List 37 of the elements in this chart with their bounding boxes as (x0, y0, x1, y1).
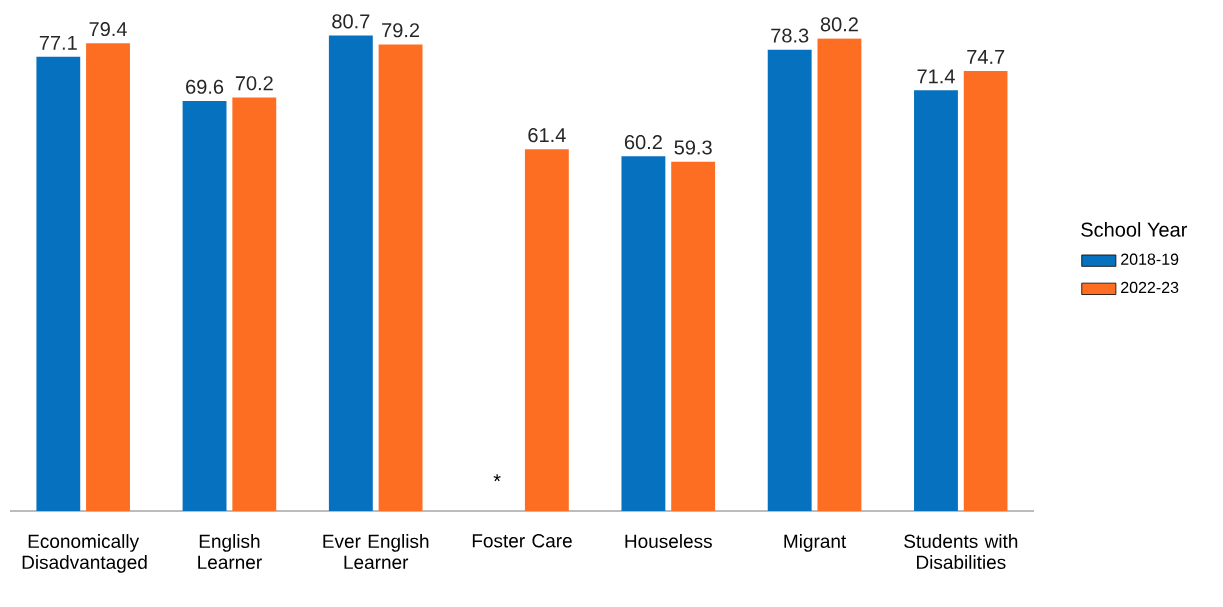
data-label: 60.2 (624, 135, 662, 150)
x-tick-label: Ever English Learner (323, 534, 429, 570)
bar (182, 100, 227, 511)
legend-label: 2022-23 (1121, 281, 1179, 294)
bar (86, 43, 130, 511)
data-label: 71.4 (917, 69, 955, 84)
data-label: 80.2 (820, 17, 858, 32)
bar (36, 56, 81, 511)
text: * (493, 474, 501, 482)
bar (914, 90, 958, 511)
data-label: 80.7 (332, 14, 370, 29)
x-tick-label: Economically Disadvantaged (22, 534, 147, 573)
x-tick-label: Foster Care (472, 534, 572, 548)
x-tick-label: English Learner (198, 534, 262, 570)
bar (767, 49, 812, 511)
data-label: 77.1 (39, 35, 77, 50)
legend-title: School Year (1081, 222, 1188, 237)
data-label: 70.2 (235, 76, 273, 91)
bar (621, 156, 666, 511)
bar (963, 70, 1008, 511)
bar (817, 38, 862, 511)
bar (378, 44, 423, 511)
data-label: 78.3 (771, 28, 809, 43)
data-label: 61.4 (528, 128, 566, 143)
x-tick-label: Houseless (625, 534, 712, 549)
x-tick-label: Migrant (784, 534, 847, 552)
bar (671, 161, 716, 511)
data-label: 79.4 (89, 21, 127, 37)
bar (328, 35, 373, 511)
x-tick-label: Students with Disabilities (904, 534, 1018, 570)
data-label: 79.2 (382, 23, 420, 38)
data-label: 69.6 (186, 79, 224, 94)
legend-label: 2018-19 (1121, 253, 1179, 265)
bar (524, 149, 569, 511)
data-label: 74.7 (967, 50, 1005, 64)
bar (232, 97, 277, 511)
data-label: 59.3 (674, 140, 712, 155)
